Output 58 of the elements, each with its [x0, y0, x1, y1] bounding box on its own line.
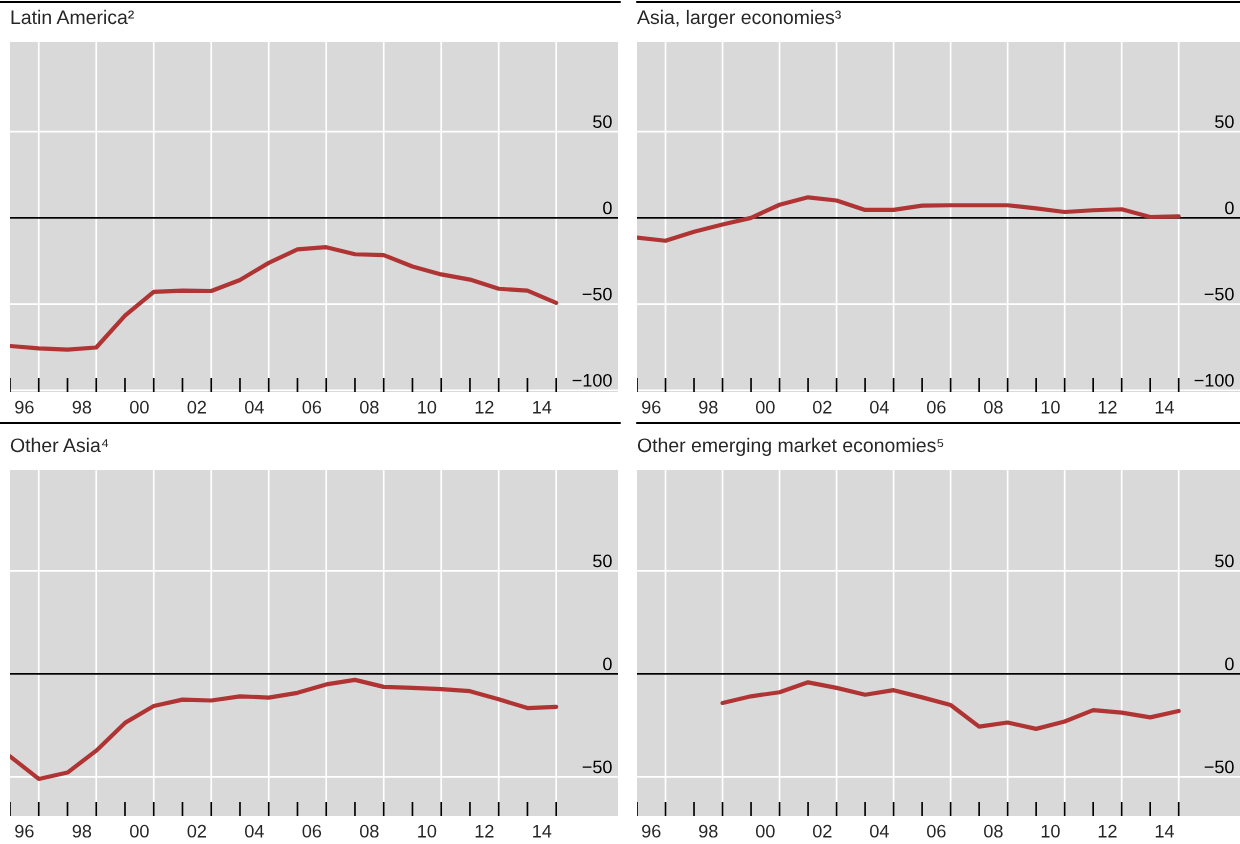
x-tick-label: 10	[1041, 824, 1060, 838]
x-tick-label: 00	[130, 400, 149, 414]
x-tick-label: 06	[927, 400, 946, 414]
x-tick-label: 10	[418, 824, 437, 838]
x-tick-label: 02	[187, 824, 206, 838]
x-tick-label: 98	[72, 824, 92, 838]
y-tick-label: 0	[603, 657, 612, 671]
y-tick-label: −50	[582, 760, 612, 774]
x-tick-label: 00	[755, 400, 775, 414]
x-tick-label: 12	[1098, 400, 1117, 414]
x-tick-label: 14	[1155, 401, 1174, 414]
chart-title: Asia, larger economies³	[637, 9, 841, 28]
x-tick-label: 96	[15, 824, 34, 838]
x-tick-label: 98	[699, 824, 718, 838]
y-tick-label: 50	[593, 115, 612, 129]
x-tick-label: 08	[984, 400, 1003, 414]
x-tick-label: 02	[187, 400, 206, 414]
x-tick-label: 96	[642, 400, 661, 414]
x-tick-label: 10	[418, 400, 437, 414]
y-tick-label: −100	[1194, 373, 1234, 387]
y-tick-label: 50	[1215, 115, 1234, 129]
x-tick-label: 04	[245, 400, 264, 414]
x-tick-label: 96	[642, 824, 661, 838]
y-tick-label: 0	[603, 201, 612, 215]
y-tick-label: 50	[593, 554, 612, 568]
chart-title: Latin America²	[11, 9, 134, 25]
x-tick-label: 04	[870, 824, 889, 838]
x-tick-label: 96	[15, 400, 34, 414]
y-tick-label: −50	[1204, 760, 1234, 774]
x-tick-label: 14	[533, 825, 552, 838]
x-tick-label: 02	[812, 824, 832, 838]
x-tick-label: 10	[1041, 400, 1060, 414]
x-tick-label: 00	[755, 824, 775, 838]
x-tick-label: 08	[984, 824, 1003, 838]
x-tick-label: 12	[475, 824, 494, 838]
chart-title: Other Asia⁴	[10, 437, 109, 453]
chart-title: Other emerging market economies⁵	[637, 437, 944, 456]
x-tick-label: 02	[812, 400, 832, 414]
y-tick-label: 50	[1215, 554, 1234, 568]
y-tick-label: −50	[582, 287, 612, 301]
x-tick-label: 14	[533, 401, 552, 414]
x-tick-label: 08	[360, 400, 379, 414]
x-tick-label: 98	[699, 400, 718, 414]
y-tick-label: 0	[1225, 201, 1234, 215]
y-tick-label: −100	[572, 373, 612, 387]
x-tick-label: 08	[360, 824, 379, 838]
x-tick-label: 98	[72, 400, 92, 414]
x-tick-label: 14	[1155, 825, 1174, 838]
x-tick-label: 12	[475, 400, 494, 414]
y-tick-label: 0	[1225, 657, 1234, 671]
x-tick-label: 06	[927, 824, 946, 838]
x-tick-label: 06	[302, 400, 322, 414]
x-tick-label: 04	[870, 400, 889, 414]
x-tick-label: 12	[1098, 824, 1117, 838]
x-tick-label: 00	[130, 824, 149, 838]
x-tick-label: 06	[302, 824, 322, 838]
y-tick-label: −50	[1204, 287, 1234, 301]
x-tick-label: 04	[245, 824, 264, 838]
